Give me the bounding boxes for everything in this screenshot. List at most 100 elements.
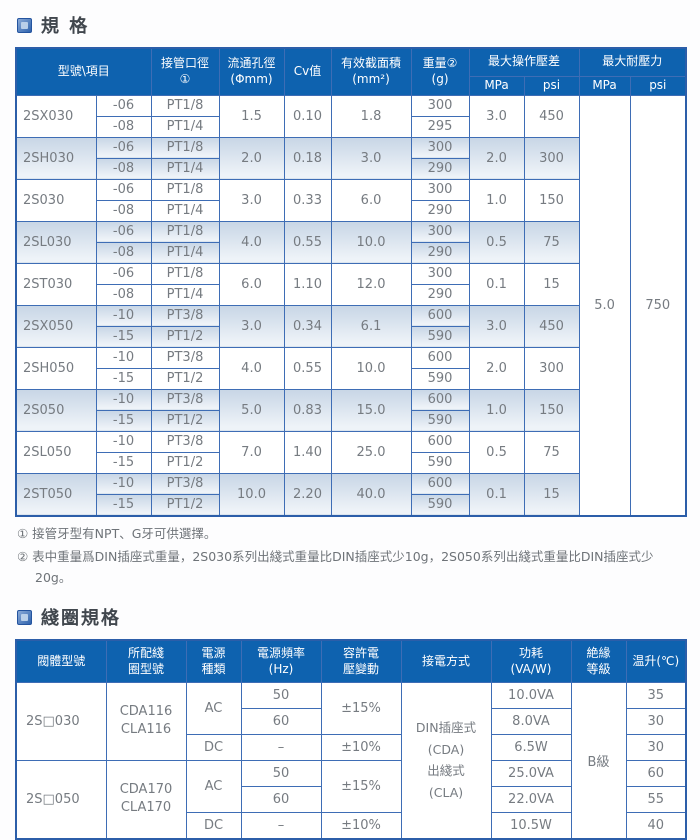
size-cell: -15 <box>95 325 152 348</box>
model-cell: 2S030 <box>15 178 97 222</box>
col-header-connection: 接電方式 <box>400 639 492 683</box>
frequency-cell: – <box>240 733 322 761</box>
size-cell: -15 <box>95 451 152 474</box>
spec-row: 2SL050 -10 PT3/8 7.0 1.40 25.0 600 0.5 7… <box>15 430 686 474</box>
op-mpa-cell: 3.0 <box>468 94 525 138</box>
port-cell: PT1/8 <box>150 262 220 285</box>
cv-cell: 0.34 <box>283 304 332 348</box>
port-cell: PT1/2 <box>150 409 220 432</box>
cv-cell: 2.20 <box>283 472 332 516</box>
spec-subrow: -15 PT1/2 590 <box>16 409 686 432</box>
col-header-max-op-diff: 最大操作壓差 <box>468 47 580 77</box>
col-header-proof-mpa: MPa <box>578 75 631 96</box>
port-cell: PT1/8 <box>150 94 220 117</box>
col-header-op-mpa: MPa <box>468 75 525 96</box>
size-cell: -06 <box>95 136 152 159</box>
valve-model-cell: 2S□030 <box>15 681 107 761</box>
spec-subrow: -08 PT1/4 290 <box>16 283 686 306</box>
op-mpa-cell: 2.0 <box>468 136 525 180</box>
spec-row: 2S050 -10 PT3/8 5.0 0.83 15.0 600 1.0 15… <box>15 388 686 432</box>
model-cell: 2SL050 <box>15 430 97 474</box>
voltage-cell: ±10% <box>320 811 402 840</box>
temp-cell: 35 <box>625 681 687 709</box>
cv-cell: 0.83 <box>283 388 332 432</box>
col-header-orifice: 流通孔徑 (Φmm) <box>218 47 285 96</box>
spec-header-row-2: MPa psi MPa psi <box>16 75 687 96</box>
temp-cell: 30 <box>625 733 687 761</box>
weight-cell: 590 <box>410 325 470 348</box>
coil-model-cell: CDA170 CLA170 <box>105 759 187 840</box>
spec-row: 2SX050 -10 PT3/8 3.0 0.34 6.1 600 3.0 45… <box>15 304 686 348</box>
weight-cell: 300 <box>410 136 470 159</box>
coil-row: 2S□030 CDA116 CLA116 AC 50 ±15% DIN插座式 (… <box>15 681 687 840</box>
cv-cell: 0.33 <box>283 178 332 222</box>
op-mpa-cell: 0.5 <box>468 220 525 264</box>
weight-cell: 300 <box>410 94 470 117</box>
weight-cell: 600 <box>410 388 470 411</box>
coil-section-title: 綫圈規格 <box>17 604 685 630</box>
op-mpa-cell: 0.1 <box>468 262 525 306</box>
area-cell: 3.0 <box>330 136 412 180</box>
size-cell: -06 <box>95 262 152 285</box>
coil-header-row: 閥體型號 所配綫 圈型號 電源 種類 電源頻率 (Hz) 容許電 壓變動 接電方… <box>15 639 687 683</box>
cv-cell: 1.10 <box>283 262 332 306</box>
orifice-cell: 6.0 <box>218 262 285 306</box>
weight-cell: 300 <box>410 220 470 243</box>
proof-psi-cell: 750 <box>629 94 687 516</box>
area-cell: 1.8 <box>330 94 412 138</box>
op-psi-cell: 15 <box>523 262 580 306</box>
col-header-weight: 重量② (g) <box>410 47 470 96</box>
coil-table: 閥體型號 所配綫 圈型號 電源 種類 電源頻率 (Hz) 容許電 壓變動 接電方… <box>15 639 687 840</box>
temp-cell: 30 <box>625 707 687 735</box>
port-cell: PT1/8 <box>150 220 220 243</box>
frequency-cell: 50 <box>240 759 322 787</box>
port-cell: PT1/8 <box>150 136 220 159</box>
op-psi-cell: 15 <box>523 472 580 516</box>
model-cell: 2SH030 <box>15 136 97 180</box>
valve-model-cell: 2S□050 <box>15 759 107 840</box>
spec-subrow: -15 PT1/2 590 <box>16 325 686 348</box>
op-mpa-cell: 1.0 <box>468 388 525 432</box>
col-header-proof-psi: psi <box>629 75 687 96</box>
col-header-valve-model: 閥體型號 <box>15 639 107 683</box>
col-header-temp-rise: 温升(℃) <box>625 639 687 683</box>
size-cell: -06 <box>95 178 152 201</box>
temp-cell: 55 <box>625 785 687 813</box>
spec-section-title: 規 格 <box>17 12 685 38</box>
frequency-cell: 60 <box>240 707 322 735</box>
weight-cell: 290 <box>410 199 470 222</box>
model-cell: 2S050 <box>15 388 97 432</box>
coil-row: DC – ±10% 6.5W 30 <box>16 733 687 761</box>
size-cell: -15 <box>95 367 152 390</box>
insulation-cell: B級 <box>570 681 627 840</box>
spec-row: 2ST050 -10 PT3/8 10.0 2.20 40.0 600 0.1 … <box>15 472 686 516</box>
area-cell: 40.0 <box>330 472 412 516</box>
power-cell: 8.0VA <box>490 707 572 735</box>
weight-cell: 290 <box>410 241 470 264</box>
area-cell: 25.0 <box>330 430 412 474</box>
op-mpa-cell: 0.5 <box>468 430 525 474</box>
power-cell: 6.5W <box>490 733 572 761</box>
weight-cell: 295 <box>410 115 470 138</box>
connection-cell: DIN插座式 (CDA) 出綫式 (CLA) <box>400 681 492 840</box>
model-cell: 2SL030 <box>15 220 97 264</box>
col-header-max-proof: 最大耐壓力 <box>578 47 687 77</box>
model-cell: 2SX030 <box>15 94 97 138</box>
op-psi-cell: 150 <box>523 178 580 222</box>
port-cell: PT1/4 <box>150 199 220 222</box>
col-header-port-size: 接管口徑 ① <box>150 47 220 96</box>
orifice-cell: 3.0 <box>218 178 285 222</box>
col-header-frequency: 電源頻率 (Hz) <box>240 639 322 683</box>
orifice-cell: 4.0 <box>218 220 285 264</box>
op-mpa-cell: 0.1 <box>468 472 525 516</box>
spec-row: 2S030 -06 PT1/8 3.0 0.33 6.0 300 1.0 150 <box>15 178 686 222</box>
power-cell: 22.0VA <box>490 785 572 813</box>
weight-cell: 300 <box>410 178 470 201</box>
orifice-cell: 3.0 <box>218 304 285 348</box>
weight-cell: 600 <box>410 472 470 495</box>
size-cell: -06 <box>95 220 152 243</box>
port-cell: PT3/8 <box>150 430 220 453</box>
size-cell: -08 <box>95 157 152 180</box>
size-cell: -10 <box>95 388 152 411</box>
